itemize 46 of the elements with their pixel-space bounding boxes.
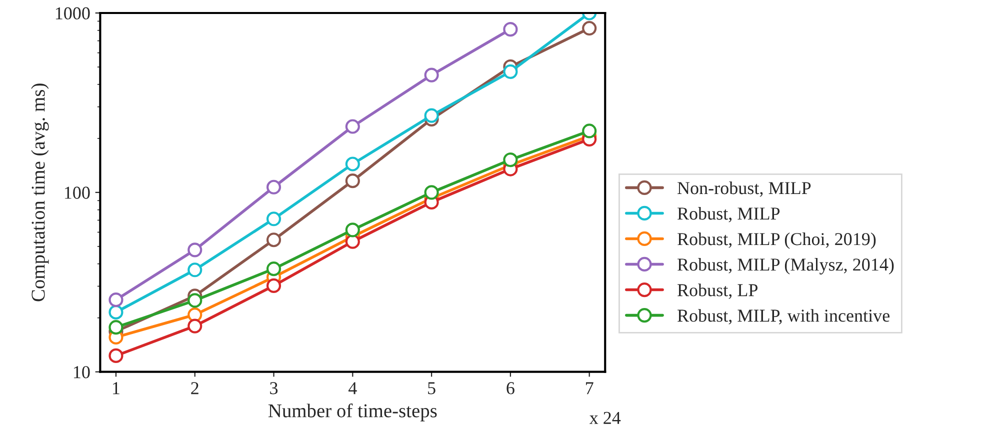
legend-label: Non-robust, MILP [677,181,811,197]
point [266,212,282,226]
point [266,278,282,294]
legend-label: Robust, MILP [677,206,780,222]
legend-label: Robust, MILP (Choi, 2019) [677,232,876,249]
point [345,222,360,238]
x-tick-label: 6 [506,382,514,394]
y-axis-title: Computation time (avg. ms) [31,84,49,302]
point [503,22,518,37]
point [108,320,124,335]
point [424,68,439,82]
point [266,180,282,194]
point [582,124,597,138]
x-tick-label: 1 [113,382,120,394]
legend-label: Robust, LP [677,284,758,299]
text: x 24 [589,412,621,424]
point [266,232,282,248]
point [188,293,202,308]
y-tick-label: 1000 [56,7,90,20]
point [424,185,439,200]
point [188,307,202,322]
point [345,119,360,134]
x-tick-label: 3 [270,382,278,394]
x-tick-label: 5 [428,382,436,394]
point [188,262,202,278]
x-tick-label: 2 [191,382,198,394]
x-tick-label: 7 [586,382,594,394]
y-tick-label: 10 [74,366,90,378]
legend-label: Robust, MILP (Malysz, 2014) [677,258,894,274]
y-tick-label: 100 [64,186,90,199]
point [503,64,518,79]
point [424,108,439,123]
x-axis-title: Number of time-steps [268,403,437,422]
point [188,318,202,334]
point [266,262,282,276]
x-tick-label: 4 [348,382,357,394]
point [345,234,360,249]
point [108,304,124,320]
point [108,348,124,364]
point [108,292,124,308]
point [345,174,360,188]
legend-label: Robust, MILP, with incentive [677,309,890,324]
point [582,20,597,36]
point [503,152,518,168]
point [188,242,202,258]
point [345,156,360,172]
